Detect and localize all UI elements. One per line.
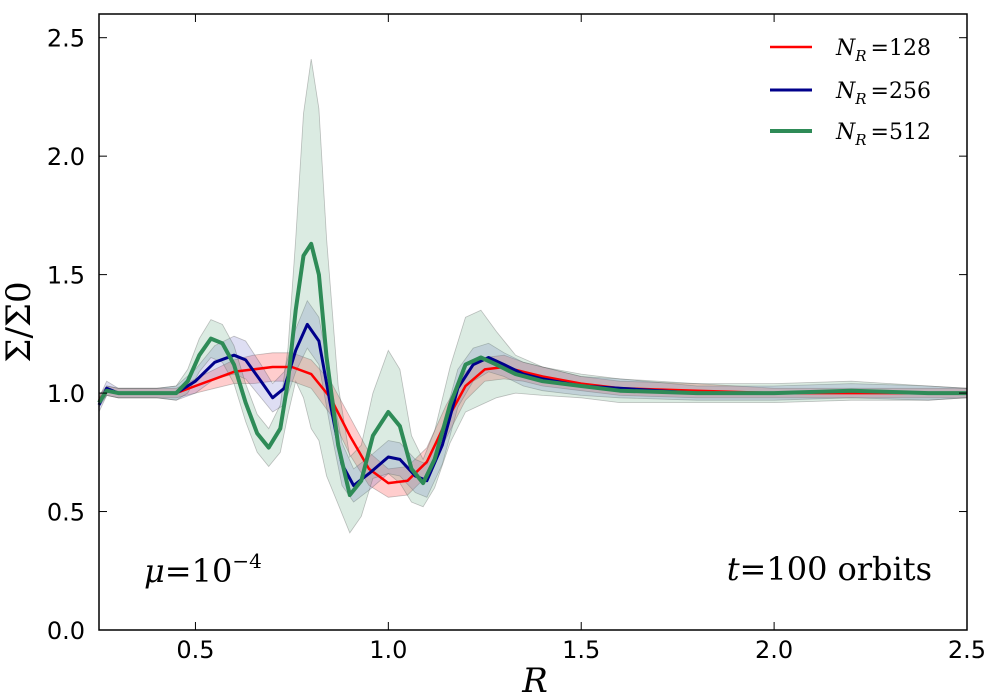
legend-entry-256: NR =256 [770,79,931,108]
y-tick-label: 0.5 [47,499,85,527]
mu-exponent: −4 [232,549,261,573]
x-tick-label: 0.5 [176,636,214,664]
y-tick-label: 0.0 [47,617,85,645]
series-lines [97,241,967,497]
band-256 [98,299,968,503]
plot-frame [98,13,968,631]
legend-label-256: NR =256 [835,79,931,108]
y-tick-label: 2.0 [47,143,85,171]
x-tick-label: 1.0 [369,636,407,664]
time-annotation: t=100 orbits [727,550,932,588]
x-tick-label: 2.0 [755,636,793,664]
series-line-512 [97,241,967,497]
x-tick-label: 2.5 [948,636,986,664]
y-axis-label: Σ/Σ0 [0,281,39,362]
mu-annotation: μ=10−4 [144,549,262,590]
x-axis-label: R [521,661,548,700]
legend-label-512: NR =512 [835,120,931,149]
legend: NR =128 NR =256 NR =512 [770,36,931,149]
mu-equals: = [165,552,192,590]
y-axis-label-text: Σ/Σ0 [0,281,39,362]
y-tick-label: 2.5 [47,25,85,53]
legend-entry-128: NR =128 [770,36,931,65]
y-tick-label: 1.0 [47,380,85,408]
mu-base: 10 [192,552,233,590]
time-variable: t [727,550,740,588]
time-equals: = [740,550,767,588]
axis-ticks: 0.5 1.0 1.5 2.0 2.5 0.0 0.5 1.0 1.5 2.0 2.5 [47,14,986,664]
x-tick-label: 1.5 [562,636,600,664]
time-value: 100 [766,550,827,588]
mu-symbol: μ [144,552,165,590]
time-unit: orbits [837,550,932,588]
legend-entry-512: NR =512 [770,120,931,149]
y-tick-label: 1.5 [47,262,85,290]
legend-label-128: NR =128 [835,36,931,65]
